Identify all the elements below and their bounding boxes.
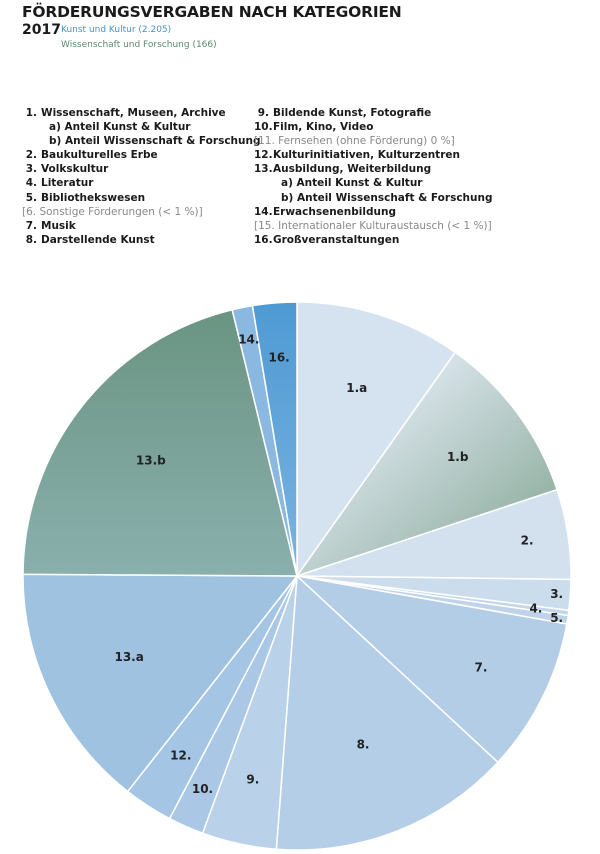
legend-item: 7. Musik bbox=[22, 219, 261, 233]
legend-item-number: 2. bbox=[25, 149, 37, 162]
legend-item: 12.Kulturinitiativen, Kulturzentren bbox=[254, 148, 493, 162]
legend-left: 1. Wissenschaft, Museen, Archive a) Anteil… bbox=[22, 106, 261, 247]
pie-slice-1a bbox=[296, 301, 457, 579]
legend-item-label: Baukulturelles Erbe bbox=[41, 149, 158, 162]
legend-item-label: Bibliothekswesen bbox=[41, 191, 146, 204]
legend-item: 10.Film, Kino, Video bbox=[254, 120, 493, 134]
legend-item: 5. Bibliothekswesen bbox=[22, 191, 261, 205]
chart-year: 2017 bbox=[22, 22, 61, 38]
slice-label: 9. bbox=[246, 773, 259, 787]
legend-item-number: 1. bbox=[25, 107, 37, 119]
slice-label: 4. bbox=[529, 601, 542, 615]
legend-item: [6. Sonstige Förderungen (< 1 %)] bbox=[22, 205, 261, 219]
legend-item-label: Literatur bbox=[41, 177, 94, 190]
slice-label: 8. bbox=[357, 737, 370, 751]
legend-item-number: 5. bbox=[25, 191, 37, 204]
legend-item-label: Wissenschaft, Museen, Archive bbox=[41, 107, 226, 119]
legend-item-number: 9. bbox=[257, 107, 269, 119]
legend-item: 8. Darstellende Kunst bbox=[22, 233, 261, 247]
subtitle-wissenschaft-forschung: Wissenschaft und Forschung (166) bbox=[61, 40, 217, 50]
legend-item-number: 10. bbox=[254, 121, 273, 134]
legend-item: [15. Internationaler Kulturaustausch (< … bbox=[254, 219, 493, 233]
slice-label: 1.b bbox=[447, 450, 469, 464]
legend-item: b) Anteil Wissenschaft & Forschung bbox=[254, 191, 493, 205]
pie-slice-13a bbox=[22, 573, 299, 793]
legend-item-label: Kulturinitiativen, Kulturzentren bbox=[273, 149, 460, 162]
legend-item-label: [6. Sonstige Förderungen (< 1 %)] bbox=[22, 205, 203, 218]
legend-item-number: 7. bbox=[25, 219, 37, 232]
slice-label: 2. bbox=[521, 533, 534, 547]
legend-item-label: b) Anteil Wissenschaft & Forschung bbox=[281, 191, 493, 204]
legend-item-number: 14. bbox=[254, 205, 273, 218]
legend-item-number: 8. bbox=[25, 233, 37, 246]
legend-item-label: Musik bbox=[41, 219, 76, 232]
slice-label: 3. bbox=[550, 587, 563, 601]
legend-item: 13.Ausbildung, Weiterbildung bbox=[254, 162, 493, 176]
subtitle-kunst-kultur: Kunst und Kultur (2.205) bbox=[61, 25, 172, 35]
legend-item: [11. Fernsehen (ohne Förderung) 0 %] bbox=[254, 134, 493, 148]
legend-item-label: Ausbildung, Weiterbildung bbox=[273, 163, 432, 176]
slice-label: 5. bbox=[550, 611, 563, 625]
pie-slice-13b bbox=[22, 308, 298, 577]
legend-item-label: a) Anteil Kunst & Kultur bbox=[281, 177, 423, 190]
legend-item-label: Film, Kino, Video bbox=[273, 121, 374, 134]
legend-item: 16.Großveranstaltungen bbox=[254, 233, 493, 247]
legend-item-label: [15. Internationaler Kulturaustausch (< … bbox=[254, 219, 492, 232]
legend-item-label: Großveranstaltungen bbox=[273, 233, 400, 246]
slice-label: 1.a bbox=[346, 381, 367, 395]
chart-title: FÖRDERUNGSVERGABEN NACH KATEGORIEN bbox=[22, 3, 402, 21]
legend-item-label: Darstellende Kunst bbox=[41, 233, 155, 246]
pie-slice-1b bbox=[295, 351, 559, 578]
slice-label: 12. bbox=[170, 748, 191, 762]
legend-item-label: Bildende Kunst, Fotografie bbox=[273, 107, 432, 119]
legend-item-number: 12. bbox=[254, 149, 273, 162]
legend-item: 3. Volkskultur bbox=[22, 162, 261, 176]
legend-item: 14.Erwachsenenbildung bbox=[254, 205, 493, 219]
slice-label: 13.b bbox=[136, 453, 166, 467]
legend-item: 1. Wissenschaft, Museen, Archive bbox=[22, 106, 261, 120]
legend-item: 4. Literatur bbox=[22, 176, 261, 190]
legend-item-number: 4. bbox=[25, 177, 37, 190]
slice-label: 10. bbox=[192, 782, 213, 796]
legend-item: a) Anteil Kunst & Kultur bbox=[22, 120, 261, 134]
legend-item: a) Anteil Kunst & Kultur bbox=[254, 176, 493, 190]
legend-item-number: 3. bbox=[25, 163, 37, 176]
legend-right: 9. Bildende Kunst, Fotografie 10.Film, Kin… bbox=[254, 106, 493, 247]
legend-item: 2. Baukulturelles Erbe bbox=[22, 148, 261, 162]
legend-item-label: a) Anteil Kunst & Kultur bbox=[49, 121, 191, 134]
pie-slice-7 bbox=[294, 574, 568, 764]
pie-slice-16 bbox=[251, 301, 298, 577]
legend-item-label: Volkskultur bbox=[41, 163, 109, 176]
pie-slice-8 bbox=[275, 574, 499, 851]
legend-item: b) Anteil Wissenschaft & Forschung bbox=[22, 134, 261, 148]
slice-label: 13.a bbox=[114, 650, 143, 664]
legend-item-label: [11. Fernsehen (ohne Förderung) 0 %] bbox=[254, 135, 455, 148]
legend-item-label: Erwachsenenbildung bbox=[273, 205, 396, 218]
legend-item: 9. Bildende Kunst, Fotografie bbox=[254, 106, 493, 120]
legend-item-label: b) Anteil Wissenschaft & Forschung bbox=[49, 135, 261, 148]
legend-item-number: 16. bbox=[254, 233, 273, 246]
slice-label: 7. bbox=[475, 661, 488, 675]
legend-item-number: 13. bbox=[254, 163, 273, 176]
slice-label: 14. bbox=[238, 333, 259, 347]
slice-label: 16. bbox=[268, 351, 289, 365]
